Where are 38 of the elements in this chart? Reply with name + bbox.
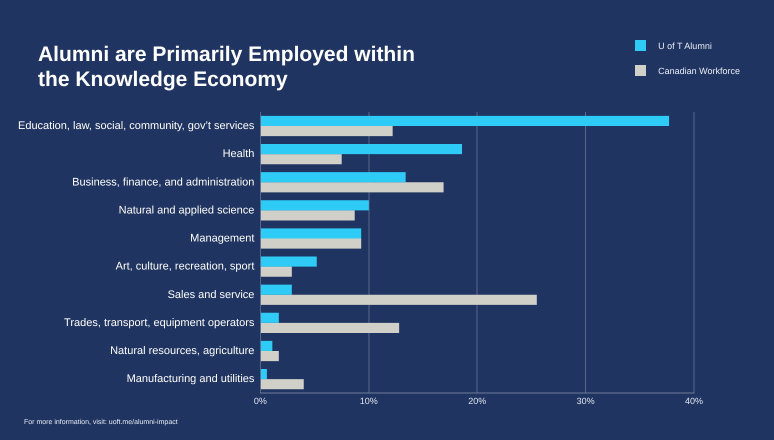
bar bbox=[260, 116, 670, 126]
bar bbox=[260, 210, 355, 221]
legend-label: Canadian Workforce bbox=[658, 66, 740, 76]
bar bbox=[260, 369, 267, 380]
bar bbox=[260, 182, 444, 192]
bar bbox=[260, 144, 462, 154]
bar bbox=[260, 200, 369, 210]
x-tick-label: 0% bbox=[254, 396, 267, 406]
bar bbox=[260, 126, 393, 136]
y-tick-label: Manufacturing and utilities bbox=[126, 373, 255, 386]
legend-label: U of T Alumni bbox=[658, 40, 712, 50]
x-tick-label: 30% bbox=[576, 396, 595, 406]
y-tick-label: Sales and service bbox=[168, 288, 254, 301]
bar bbox=[260, 154, 342, 164]
y-tick-label: Education, law, social, community, gov’t services bbox=[18, 120, 255, 132]
bar bbox=[260, 228, 362, 239]
bar bbox=[260, 351, 279, 362]
y-tick-label: Art, culture, recreation, sport bbox=[116, 260, 254, 273]
bar bbox=[260, 266, 292, 277]
bar bbox=[260, 172, 406, 182]
y-tick-label: Natural resources, agriculture bbox=[110, 345, 254, 358]
chart-title: Alumni are Primarily Employed within the Knowledge Economy bbox=[38, 42, 416, 92]
bar bbox=[260, 340, 272, 352]
bar bbox=[260, 294, 537, 305]
bar bbox=[260, 284, 292, 295]
bar bbox=[260, 256, 317, 267]
y-tick-label: Trades, transport, equipment operators bbox=[64, 316, 255, 329]
bar bbox=[260, 379, 304, 390]
bar bbox=[260, 322, 400, 334]
y-tick-label: Health bbox=[222, 148, 254, 160]
bar bbox=[260, 312, 279, 323]
x-tick-label: 20% bbox=[468, 396, 486, 406]
x-tick-label: 10% bbox=[360, 396, 378, 406]
y-tick-label: Management bbox=[190, 232, 254, 245]
bar bbox=[260, 238, 362, 249]
y-tick-label: Business, finance, and administration bbox=[72, 176, 254, 188]
y-tick-label: Natural and applied science bbox=[118, 204, 254, 216]
x-tick-label: 40% bbox=[684, 396, 704, 406]
